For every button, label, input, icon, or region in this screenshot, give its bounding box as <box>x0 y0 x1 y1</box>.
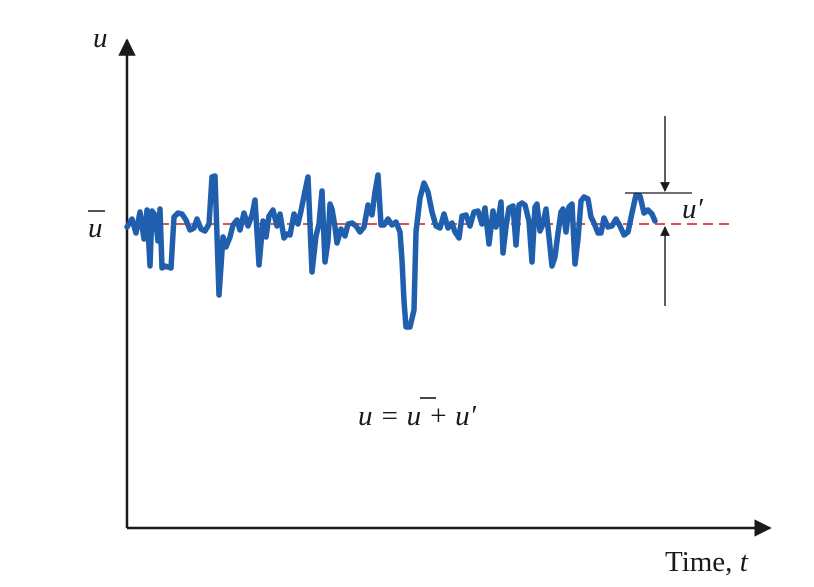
svg-text:u = u + u′: u = u + u′ <box>358 400 477 432</box>
x-axis-label: Time, t <box>665 546 749 578</box>
equation-lhs: u = <box>358 400 407 432</box>
fluctuation-label: u′ <box>682 193 704 225</box>
x-axis-word: Time, <box>665 546 740 578</box>
velocity-signal <box>124 172 658 330</box>
x-axis-var: t <box>740 546 749 578</box>
equation-rest: + u′ <box>421 400 477 432</box>
y-axis-label: u <box>93 22 108 54</box>
mean-label: u <box>88 210 105 244</box>
equation: u = u + u′ <box>358 397 477 432</box>
equation-mean: u <box>407 400 422 432</box>
mean-symbol: u <box>88 212 103 244</box>
